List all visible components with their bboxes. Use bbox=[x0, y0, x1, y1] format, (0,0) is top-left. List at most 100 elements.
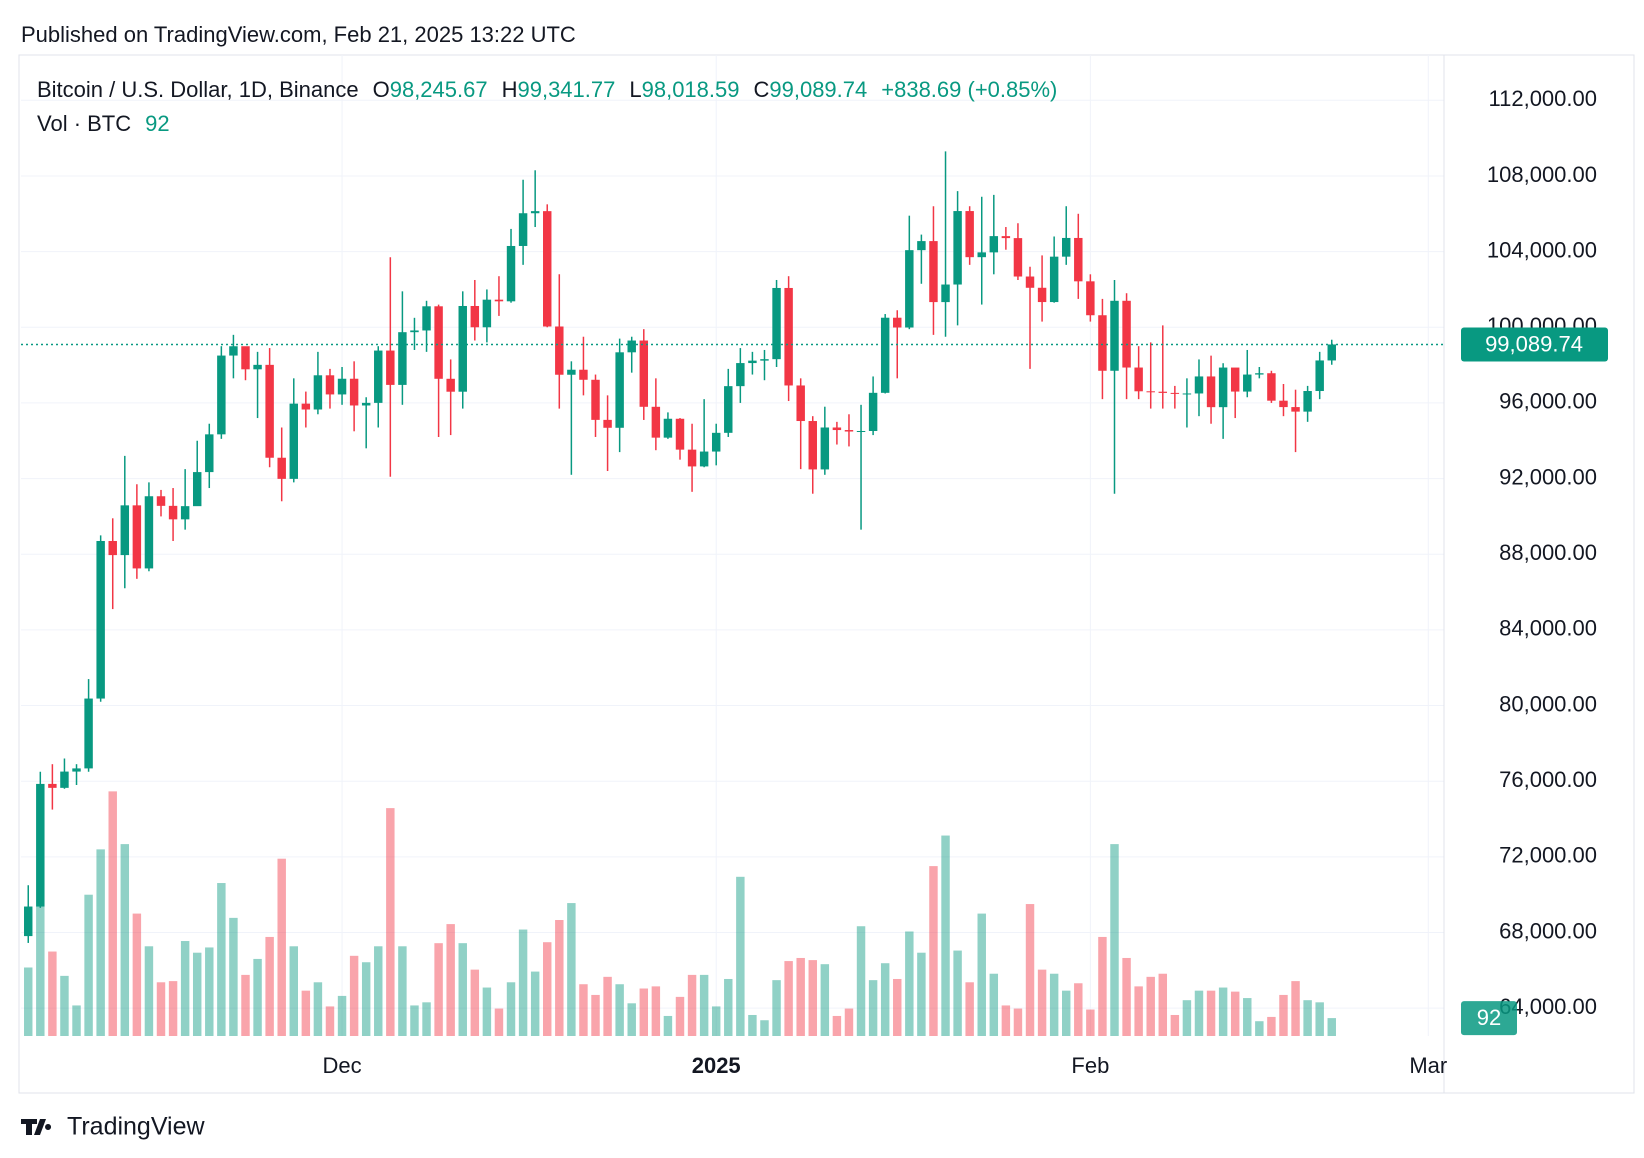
candle-body bbox=[1303, 391, 1312, 412]
published-line: Published on TradingView.com, Feb 21, 20… bbox=[21, 22, 576, 47]
volume-bar bbox=[422, 1002, 431, 1036]
volume-bar bbox=[1327, 1018, 1336, 1036]
candle-body bbox=[1255, 373, 1264, 375]
volume-pane bbox=[24, 791, 1336, 1036]
volume-bar bbox=[1230, 991, 1240, 1036]
volume-bar bbox=[555, 920, 564, 1036]
volume-bar bbox=[96, 849, 105, 1036]
volume-bar bbox=[736, 876, 745, 1036]
candle-body bbox=[1098, 315, 1107, 371]
candle-body bbox=[917, 241, 926, 251]
x-tick-label: Feb bbox=[1071, 1053, 1109, 1078]
candle-body bbox=[120, 505, 130, 556]
volume-bar bbox=[253, 958, 262, 1036]
candle-body bbox=[941, 284, 950, 303]
volume-bar bbox=[989, 973, 999, 1036]
volume-bar bbox=[1170, 1014, 1180, 1036]
candle-body bbox=[1194, 376, 1204, 394]
volume-bar bbox=[1279, 994, 1288, 1036]
candle-body bbox=[844, 430, 854, 432]
volume-bar bbox=[192, 952, 202, 1036]
volume-bar bbox=[639, 988, 649, 1036]
candle-body bbox=[36, 783, 45, 907]
candle-body bbox=[72, 768, 81, 772]
candle-body bbox=[1327, 344, 1336, 361]
candle-body bbox=[1291, 407, 1300, 412]
candle-body bbox=[1001, 236, 1011, 239]
volume-bar bbox=[856, 926, 866, 1036]
candle-body bbox=[953, 211, 962, 285]
candle-body bbox=[808, 421, 817, 470]
candle-body bbox=[989, 236, 999, 253]
candle-body bbox=[446, 378, 455, 392]
volume-bar bbox=[506, 982, 516, 1036]
candle-body bbox=[84, 698, 93, 769]
candle-body bbox=[168, 505, 178, 520]
candle-body bbox=[1025, 276, 1035, 288]
candle-body bbox=[386, 350, 395, 385]
y-tick-label: 88,000.00 bbox=[1499, 540, 1597, 565]
candle-body bbox=[893, 317, 902, 328]
volume-bar bbox=[1218, 987, 1228, 1036]
y-tick-label: 92,000.00 bbox=[1499, 464, 1597, 489]
volume-bar bbox=[180, 941, 190, 1036]
volume-bar bbox=[1182, 1000, 1192, 1036]
last-price-label: 99,089.74 bbox=[1485, 331, 1583, 356]
candle-body bbox=[530, 211, 540, 214]
symbol-title: Bitcoin / U.S. Dollar, 1D, Binance bbox=[37, 77, 359, 102]
candle-body bbox=[832, 427, 842, 431]
candle-body bbox=[1122, 300, 1131, 368]
volume-bar bbox=[567, 903, 576, 1036]
candle-body bbox=[205, 434, 214, 473]
candle-body bbox=[301, 403, 311, 410]
candle-body bbox=[434, 306, 443, 379]
candle-body bbox=[748, 360, 757, 364]
brand: TradingView bbox=[67, 1113, 206, 1141]
y-tick-label: 108,000.00 bbox=[1487, 162, 1597, 187]
candle-body bbox=[96, 540, 105, 699]
candle-body bbox=[856, 430, 866, 432]
candle-body bbox=[603, 419, 612, 428]
candle-body bbox=[1230, 367, 1240, 392]
volume-bar bbox=[1074, 983, 1083, 1036]
candle-body bbox=[1013, 238, 1023, 277]
candle-body bbox=[470, 305, 480, 328]
candle-body bbox=[132, 505, 142, 569]
candle-body bbox=[506, 245, 516, 302]
grid bbox=[21, 55, 1445, 1093]
volume-bar bbox=[868, 980, 878, 1036]
volume-bar bbox=[386, 808, 395, 1036]
volume-bar bbox=[1315, 1002, 1324, 1036]
volume-title: Vol · BTC bbox=[37, 111, 131, 136]
y-tick-label: 96,000.00 bbox=[1499, 389, 1597, 414]
volume-bar bbox=[84, 894, 93, 1036]
y-tick-label: 80,000.00 bbox=[1499, 691, 1597, 716]
volume-bar bbox=[965, 982, 974, 1036]
ohlc-key: H bbox=[502, 77, 518, 102]
ohlc-legend: Bitcoin / U.S. Dollar, 1D, Binance O98,24… bbox=[37, 77, 1057, 102]
candle-body bbox=[1170, 392, 1180, 394]
candle-body bbox=[555, 326, 564, 375]
candle-body bbox=[868, 392, 878, 431]
volume-bar bbox=[772, 980, 781, 1036]
volume-bar bbox=[277, 858, 286, 1036]
volume-bar bbox=[615, 984, 624, 1036]
candle-body bbox=[736, 363, 745, 387]
candle-body bbox=[325, 375, 335, 395]
candle-body bbox=[760, 359, 769, 361]
candle-body bbox=[1279, 400, 1288, 408]
candle-body bbox=[518, 213, 528, 246]
volume-bar bbox=[977, 913, 986, 1036]
candle-body bbox=[1061, 237, 1071, 257]
candle-body bbox=[543, 211, 552, 327]
volume-bar bbox=[724, 978, 733, 1036]
candle-body bbox=[663, 418, 673, 438]
volume-bar bbox=[675, 996, 685, 1036]
candle-body bbox=[651, 406, 661, 438]
candle-body bbox=[422, 306, 431, 331]
volume-bar bbox=[217, 883, 226, 1036]
ohlc-key: L bbox=[629, 77, 641, 102]
volume-bar bbox=[917, 952, 926, 1036]
candle-body bbox=[60, 771, 69, 788]
